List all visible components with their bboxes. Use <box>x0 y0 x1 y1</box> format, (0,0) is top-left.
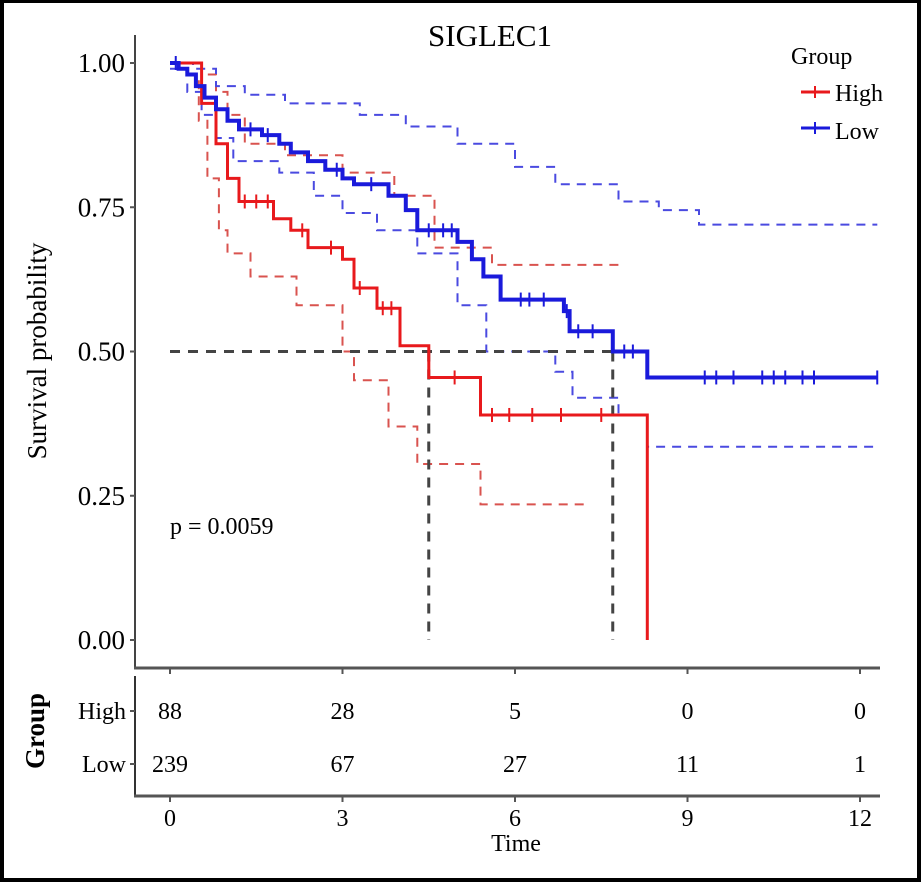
risk-table-group-label: Low <box>82 752 127 778</box>
ci-line-low-upper <box>170 62 878 226</box>
y-axis-label: Survival probability <box>22 242 52 459</box>
y-ticks: 0.00 0.25 0.50 0.75 1.00 <box>78 48 135 655</box>
risk-table-count: 67 <box>331 752 355 778</box>
risk-table-count: 88 <box>158 699 182 725</box>
risk-table-count: 0 <box>854 699 866 725</box>
chart-title: SIGLEC1 <box>428 18 552 53</box>
y-tick-label: 0.75 <box>78 192 125 222</box>
y-tick-label: 0.50 <box>78 337 125 367</box>
risk-table-count: 5 <box>509 699 521 725</box>
risk-table-count: 1 <box>854 752 866 778</box>
x-tick-label: 12 <box>848 806 872 832</box>
median-lines <box>170 350 615 640</box>
risk-table-group-label: High <box>78 699 126 725</box>
y-tick-label: 1.00 <box>78 48 125 78</box>
risk-table-y-label: Group <box>20 693 50 769</box>
legend: Group High Low <box>791 44 883 145</box>
risk-table-count: 28 <box>331 699 355 725</box>
x-tick-label: 3 <box>337 806 349 832</box>
legend-item-high[interactable]: High <box>801 81 883 107</box>
x-tick-label: 6 <box>509 806 521 832</box>
risk-table-row-low: Low 239 67 27 11 1 <box>82 752 866 778</box>
ci-line-high-lower <box>197 80 590 506</box>
survival-curve-low <box>170 61 878 380</box>
survival-curve-high <box>170 61 649 640</box>
x-axis-label: Time <box>491 831 541 857</box>
x-ticks: 0 3 6 9 12 <box>164 668 872 832</box>
risk-table-count: 239 <box>152 752 188 778</box>
survival-curves <box>170 56 879 640</box>
risk-table-count: 0 <box>682 699 694 725</box>
x-tick-label: 9 <box>682 806 694 832</box>
risk-table-count: 11 <box>676 752 699 778</box>
ci-line-high-upper <box>187 62 619 266</box>
risk-table-row-high: High 88 28 5 0 0 <box>78 699 866 725</box>
risk-table-count: 27 <box>503 752 527 778</box>
y-tick-label: 0.25 <box>78 481 125 511</box>
legend-label-high: High <box>835 81 883 107</box>
y-tick-label: 0.00 <box>78 625 125 655</box>
confidence-intervals <box>170 62 878 506</box>
legend-item-low[interactable]: Low <box>801 119 880 145</box>
ci-line-low-lower <box>170 67 878 448</box>
p-value-annotation: p = 0.0059 <box>170 514 274 540</box>
legend-label-low: Low <box>835 119 880 145</box>
legend-title: Group <box>791 44 852 70</box>
x-tick-label: 0 <box>164 806 176 832</box>
